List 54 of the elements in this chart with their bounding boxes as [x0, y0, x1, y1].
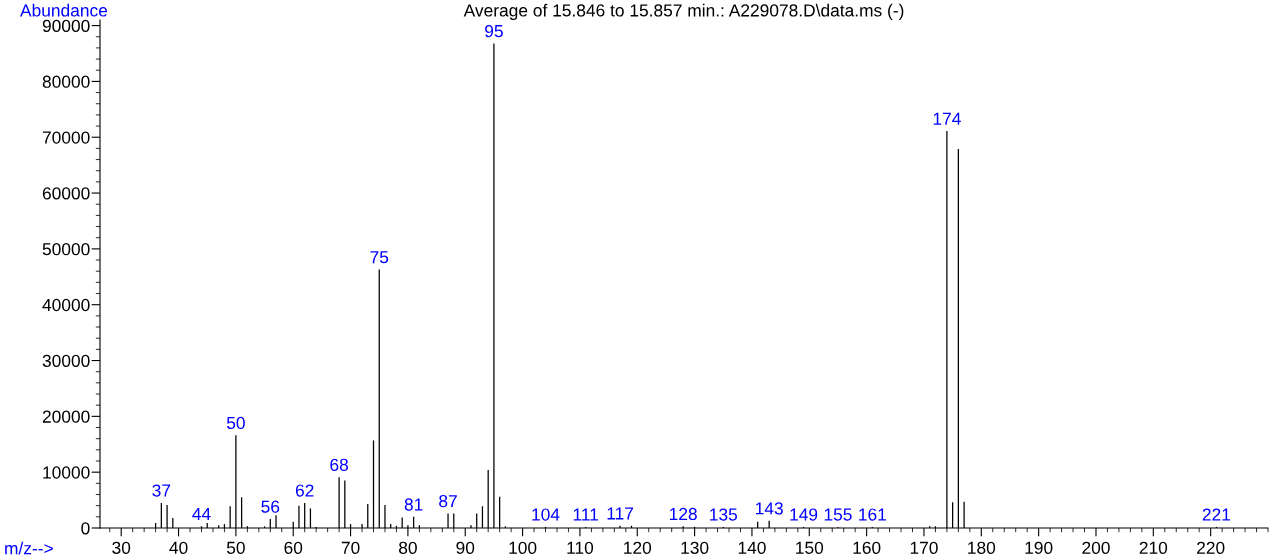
annotation: 87 — [439, 494, 457, 508]
annotation: 143 — [755, 502, 783, 515]
x-tick-label: 120 — [624, 541, 652, 554]
chart-title: Average of 15.846 to 15.857 min.: A229078.D\data.ms (-) — [463, 3, 904, 20]
annotation: 117 — [607, 507, 634, 520]
y-tick-label: 10000 — [43, 466, 90, 479]
annotation: 68 — [330, 458, 349, 471]
annotation: 161 — [859, 508, 886, 521]
x-tick-label: 70 — [341, 541, 360, 554]
x-tick-label: 180 — [968, 541, 996, 554]
x-tick-label: 90 — [456, 541, 475, 554]
annotation: 44 — [192, 508, 211, 520]
x-tick-label: 150 — [796, 541, 824, 554]
y-axis-title: Abundance — [20, 3, 108, 17]
annotation: 95 — [485, 24, 503, 38]
x-tick-label: 60 — [284, 541, 303, 554]
annotation: 149 — [790, 508, 818, 521]
annotation: 81 — [404, 498, 423, 511]
x-tick-label: 200 — [1082, 541, 1110, 554]
annotation: 174 — [933, 112, 961, 125]
x-tick-label: 220 — [1197, 541, 1225, 554]
annotation: 56 — [261, 500, 280, 513]
annotation: 128 — [669, 507, 697, 521]
y-tick-label: 60000 — [42, 187, 90, 200]
x-tick-label: 160 — [853, 541, 881, 554]
x-tick-label: 170 — [910, 541, 938, 554]
y-tick-label: 30000 — [42, 354, 90, 367]
x-tick-label: 110 — [567, 541, 594, 554]
x-tick-label: 100 — [509, 541, 537, 554]
y-tick-label: 0 — [81, 522, 90, 535]
annotation: 111 — [573, 508, 599, 521]
y-tick-label: 20000 — [42, 410, 90, 423]
x-axis-title: m/z--> — [5, 541, 53, 555]
y-tick-label: 40000 — [42, 298, 90, 312]
annotation: 135 — [710, 508, 738, 521]
annotation: 155 — [824, 508, 852, 521]
y-tick-label: 90000 — [42, 19, 90, 33]
x-tick-label: 50 — [226, 541, 245, 554]
y-tick-label: 50000 — [42, 243, 90, 256]
x-tick-label: 190 — [1025, 541, 1053, 554]
x-tick-label: 80 — [399, 541, 417, 554]
y-tick-label: 80000 — [42, 75, 90, 88]
annotation: 221 — [1202, 508, 1231, 521]
x-tick-label: 40 — [169, 541, 188, 554]
annotation: 62 — [295, 484, 314, 497]
annotation: 104 — [532, 508, 560, 521]
annotation: 37 — [152, 484, 171, 497]
x-tick-label: 140 — [738, 541, 766, 554]
y-tick-label: 70000 — [42, 131, 90, 144]
annotation: 50 — [226, 416, 245, 430]
x-tick-label: 30 — [112, 541, 131, 554]
x-tick-label: 130 — [681, 541, 709, 554]
x-tick-label: 210 — [1139, 541, 1168, 554]
annotation: 75 — [370, 251, 389, 264]
